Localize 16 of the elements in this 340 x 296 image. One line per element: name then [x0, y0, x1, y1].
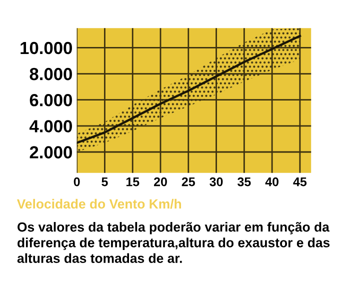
x-tick-label: 35	[238, 177, 251, 186]
y-tick-label: 10.000	[20, 42, 72, 54]
x-tick-label: 15	[126, 177, 140, 186]
y-tick-label: 4.000	[29, 120, 72, 132]
x-tick-label: 5	[102, 177, 108, 186]
x-tick-label: 25	[182, 177, 195, 186]
y-tick-label: 2.000	[30, 146, 72, 158]
x-tick-label: 0	[74, 177, 80, 186]
y-tick-label: 8.000	[30, 68, 72, 80]
x-tick-label: 40	[265, 177, 278, 186]
text: Os valores da tabela poderão variar em função da diferença de temperatura,altura do exaustor e das alturas das tomadas de ar.	[17, 222, 330, 263]
x-axis-title: Velocidade do Vento Km/h	[16, 198, 182, 209]
x-tick-label: 30	[210, 177, 223, 186]
x-tick-label: 20	[154, 177, 167, 186]
x-tick-label: 45	[293, 177, 307, 186]
y-tick-label: 6.000	[30, 94, 72, 106]
